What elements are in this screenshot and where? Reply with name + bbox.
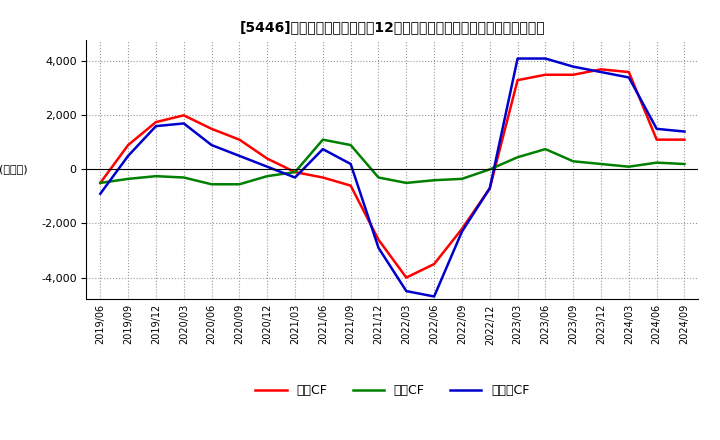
営業CF	[235, 137, 243, 142]
投資CF	[652, 160, 661, 165]
フリーCF	[207, 143, 216, 148]
フリーCF	[680, 129, 689, 134]
Line: 投資CF: 投資CF	[100, 139, 685, 184]
フリーCF	[569, 64, 577, 69]
投資CF	[263, 173, 271, 179]
営業CF	[179, 113, 188, 118]
フリーCF	[485, 186, 494, 191]
営業CF	[458, 226, 467, 231]
営業CF	[680, 137, 689, 142]
投資CF	[430, 178, 438, 183]
営業CF	[513, 77, 522, 83]
投資CF	[513, 154, 522, 160]
投資CF	[96, 180, 104, 186]
営業CF	[152, 119, 161, 125]
投資CF	[624, 164, 633, 169]
営業CF	[96, 180, 104, 186]
投資CF	[179, 175, 188, 180]
投資CF	[485, 167, 494, 172]
営業CF	[207, 126, 216, 132]
営業CF	[485, 186, 494, 191]
営業CF	[597, 67, 606, 72]
フリーCF	[430, 294, 438, 299]
投資CF	[318, 137, 327, 142]
フリーCF	[652, 126, 661, 132]
フリーCF	[346, 161, 355, 167]
営業CF	[263, 156, 271, 161]
フリーCF	[124, 153, 132, 158]
投資CF	[458, 176, 467, 182]
投資CF	[374, 175, 383, 180]
フリーCF	[235, 153, 243, 158]
フリーCF	[597, 70, 606, 75]
投資CF	[402, 180, 410, 186]
Legend: 営業CF, 投資CF, フリーCF: 営業CF, 投資CF, フリーCF	[251, 379, 534, 402]
営業CF	[569, 72, 577, 77]
営業CF	[124, 143, 132, 148]
投資CF	[152, 173, 161, 179]
フリーCF	[541, 56, 550, 61]
投資CF	[569, 159, 577, 164]
フリーCF	[263, 164, 271, 169]
フリーCF	[513, 56, 522, 61]
フリーCF	[624, 75, 633, 80]
営業CF	[430, 261, 438, 267]
営業CF	[541, 72, 550, 77]
フリーCF	[318, 147, 327, 152]
投資CF	[346, 143, 355, 148]
営業CF	[402, 275, 410, 280]
フリーCF	[152, 124, 161, 129]
Title: [5446]　キャッシュフローの12か月移動合計の対前年同期増減額の推移: [5446] キャッシュフローの12か月移動合計の対前年同期増減額の推移	[240, 20, 545, 34]
投資CF	[541, 147, 550, 152]
営業CF	[374, 237, 383, 242]
営業CF	[652, 137, 661, 142]
フリーCF	[458, 229, 467, 234]
投資CF	[235, 182, 243, 187]
フリーCF	[96, 191, 104, 196]
営業CF	[291, 169, 300, 175]
Y-axis label: (百万円): (百万円)	[0, 165, 27, 174]
フリーCF	[402, 289, 410, 294]
Line: フリーCF: フリーCF	[100, 59, 685, 297]
投資CF	[597, 161, 606, 167]
投資CF	[291, 169, 300, 175]
営業CF	[624, 70, 633, 75]
フリーCF	[374, 245, 383, 250]
投資CF	[680, 161, 689, 167]
Line: 営業CF: 営業CF	[100, 70, 685, 278]
フリーCF	[179, 121, 188, 126]
営業CF	[318, 175, 327, 180]
投資CF	[207, 182, 216, 187]
フリーCF	[291, 175, 300, 180]
営業CF	[346, 183, 355, 188]
投資CF	[124, 176, 132, 182]
